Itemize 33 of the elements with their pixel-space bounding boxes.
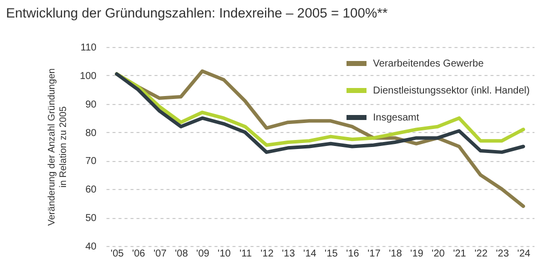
x-tick-label: '14 bbox=[303, 248, 317, 260]
x-tick-label: '12 bbox=[260, 248, 274, 260]
chart-title: Entwicklung der Gründungszahlen: Indexreihe – 2005 = 100%** bbox=[6, 6, 388, 20]
x-tick-label: '10 bbox=[218, 248, 232, 260]
x-tick-label: '15 bbox=[324, 248, 338, 260]
y-tick-label: 40 bbox=[85, 242, 97, 252]
x-tick-label: '22 bbox=[474, 248, 488, 260]
y-tick-label: 90 bbox=[85, 99, 97, 110]
legend-label: Dienstleistungssektor (inkl. Handel) bbox=[373, 86, 530, 96]
x-tick-label: '16 bbox=[346, 248, 360, 260]
x-tick-label: '24 bbox=[517, 248, 531, 260]
y-tick-label: 60 bbox=[85, 184, 97, 196]
y-tick-label: 50 bbox=[85, 213, 97, 224]
y-tick-label: 100 bbox=[80, 70, 97, 82]
x-tick-label: '08 bbox=[174, 248, 188, 260]
x-tick-label: '23 bbox=[496, 248, 510, 260]
x-tick-label: '20 bbox=[432, 248, 446, 260]
y-axis-title: Veränderung der Anzahl Gründungen in Relation zu 2005 bbox=[46, 68, 69, 226]
y-tick-label: 70 bbox=[85, 156, 97, 168]
legend-label: Insgesamt bbox=[373, 112, 420, 124]
x-tick-label: '13 bbox=[282, 248, 296, 260]
y-tick-label: 110 bbox=[80, 42, 97, 54]
x-tick-label: '19 bbox=[410, 248, 424, 260]
x-tick-label: '05 bbox=[110, 248, 124, 260]
x-tick-label: '17 bbox=[367, 248, 381, 260]
x-tick-label: '11 bbox=[239, 248, 252, 260]
x-tick-label: '07 bbox=[153, 248, 167, 260]
x-tick-label: '06 bbox=[132, 248, 146, 260]
x-tick-label: '18 bbox=[388, 248, 402, 260]
y-tick-label: 80 bbox=[85, 128, 97, 139]
legend-label: Verarbeitendes Gewerbe bbox=[373, 58, 484, 70]
x-tick-label: '09 bbox=[196, 248, 210, 260]
x-tick-label: '21 bbox=[453, 248, 467, 260]
